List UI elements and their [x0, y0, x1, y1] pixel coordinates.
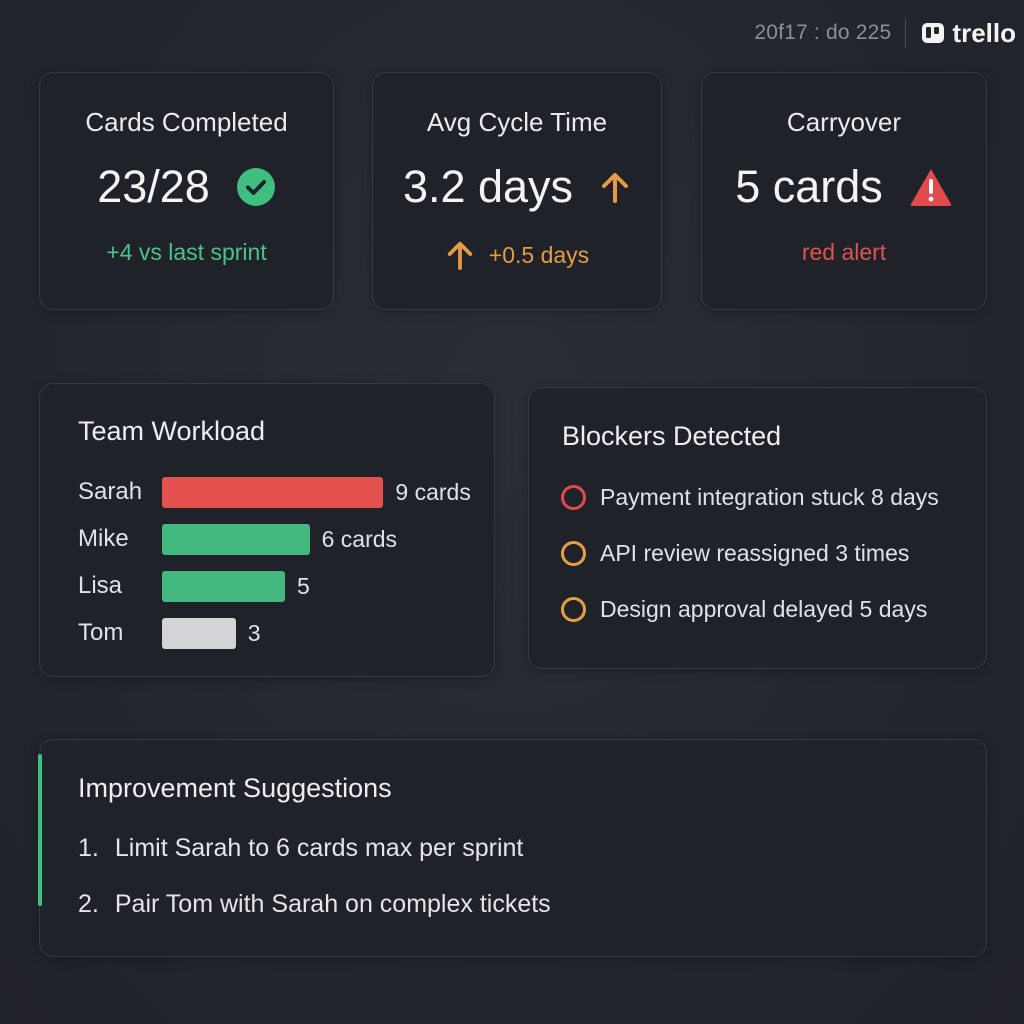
blocker-text: Design approval delayed 5 days: [600, 596, 928, 622]
workload-row: Mike 6 cards: [78, 523, 498, 555]
blocker-item[interactable]: Design approval delayed 5 days: [561, 596, 927, 623]
header-divider: [905, 19, 907, 47]
workload-count: 5: [297, 572, 310, 599]
suggestion-number: 1.: [78, 834, 99, 862]
brand-logo[interactable]: trello: [920, 18, 1016, 49]
suggestion-text: Limit Sarah to 6 cards max per sprint: [114, 834, 524, 862]
blocker-item[interactable]: Payment integration stuck 8 days: [561, 484, 939, 511]
avg-cycle-time-value: 3.2 days: [402, 161, 574, 212]
avg-cycle-time-label: Avg Cycle Time: [426, 107, 608, 137]
suggestion-item: 2. Pair Tom with Sarah on complex tickets: [78, 890, 551, 919]
team-workload-card: Team Workload Sarah 9 cards Mike 6 cards Lis…: [39, 383, 495, 677]
blockers-card: Blockers Detected Payment integration st…: [528, 387, 987, 669]
arrow-up-icon: [602, 173, 629, 203]
status-ring-icon: [561, 597, 586, 622]
trello-icon: [922, 23, 945, 43]
workload-row: Sarah 9 cards: [78, 476, 498, 508]
cards-completed-value: 23/28: [97, 161, 210, 212]
cards-completed-delta: +4 vs last sprint: [106, 239, 267, 265]
workload-bar: [162, 617, 236, 649]
workload-bar: [162, 570, 285, 602]
improvement-suggestions-card: Improvement Suggestions 1. Limit Sarah to…: [38, 739, 987, 957]
cards-completed-label: Cards Completed: [85, 107, 288, 137]
suggestion-item: 1. Limit Sarah to 6 cards max per sprint: [78, 834, 523, 863]
avg-cycle-time-delta: +0.5 days: [488, 241, 590, 268]
suggestions-title: Improvement Suggestions: [78, 773, 392, 803]
workload-count: 6 cards: [321, 525, 398, 552]
workload-count: 3: [247, 619, 261, 646]
suggestion-number: 2.: [78, 890, 99, 918]
warning-triangle-icon: [910, 169, 952, 206]
team-workload-title: Team Workload: [78, 416, 266, 446]
blocker-text: Payment integration stuck 8 days: [600, 484, 939, 510]
carryover-value: 5 cards: [735, 161, 883, 212]
workload-member-name: Sarah: [78, 478, 143, 505]
blockers-title: Blockers Detected: [562, 421, 782, 451]
carryover-card: Carryover 5 cards red alert: [701, 72, 987, 310]
suggestion-text: Pair Tom with Sarah on complex tickets: [114, 890, 551, 918]
status-ring-icon: [561, 485, 586, 510]
workload-bar: [162, 476, 384, 508]
workload-row: Lisa 5: [78, 570, 498, 602]
workload-member-name: Mike: [78, 525, 129, 552]
session-text: 20f17 : do 225: [754, 21, 892, 44]
arrow-up-icon: [447, 241, 472, 270]
cards-completed-card: Cards Completed 23/28 +4 vs last sprint: [39, 72, 334, 310]
brand-name: trello: [952, 17, 1016, 48]
carryover-alert: red alert: [801, 239, 887, 265]
workload-row: Tom 3: [78, 617, 498, 649]
top-bar: 20f17 : do 225 trello: [754, 16, 1016, 50]
blocker-text: API review reassigned 3 times: [600, 540, 910, 566]
suggestions-accent-bar: [38, 754, 42, 906]
workload-member-name: Lisa: [78, 572, 123, 599]
blocker-item[interactable]: API review reassigned 3 times: [561, 540, 909, 567]
workload-member-name: Tom: [78, 619, 124, 646]
carryover-label: Carryover: [786, 107, 902, 137]
workload-bar: [162, 523, 310, 555]
status-ring-icon: [561, 541, 586, 566]
check-circle-icon: [236, 168, 275, 206]
workload-count: 9 cards: [395, 478, 471, 505]
avg-cycle-time-delta-row: +0.5 days: [373, 239, 661, 271]
avg-cycle-time-card: Avg Cycle Time 3.2 days +0.5 days: [372, 72, 662, 310]
